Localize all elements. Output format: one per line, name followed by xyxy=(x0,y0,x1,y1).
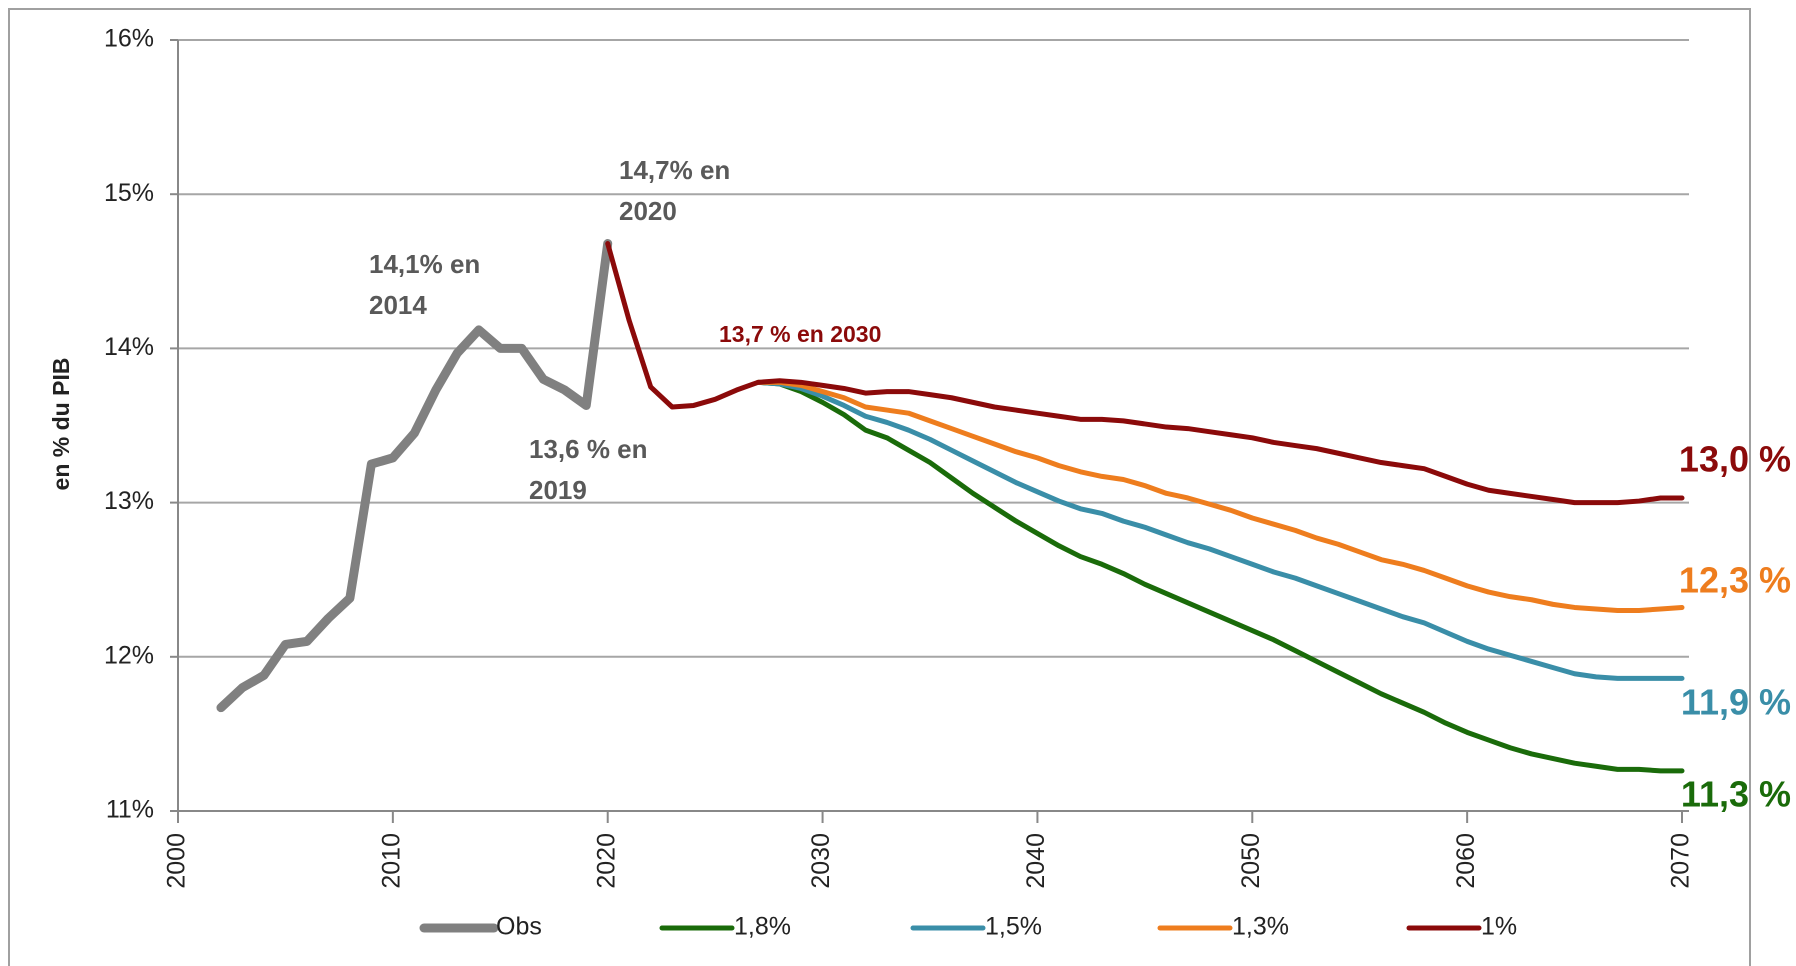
y-tick-label: 13% xyxy=(104,487,154,515)
y-axis-title: en % du PIB xyxy=(48,358,74,491)
annotation: 14,1% en xyxy=(369,249,480,279)
legend-label: 1% xyxy=(1481,913,1517,941)
annotation: 2020 xyxy=(619,196,677,226)
y-tick-label: 15% xyxy=(104,179,154,207)
annotation: 2014 xyxy=(369,290,427,320)
series-line xyxy=(755,379,1685,614)
y-tick-label: 12% xyxy=(104,641,154,669)
legend-label: 1,8% xyxy=(734,913,791,941)
series-line xyxy=(755,379,1685,774)
x-tick-label: 2040 xyxy=(1022,833,1050,889)
annotation: 13,6 % en xyxy=(529,434,648,464)
x-tick-label: 2020 xyxy=(592,833,620,889)
end-label: 11,9 % xyxy=(1681,682,1791,723)
x-tick-label: 2060 xyxy=(1452,833,1480,889)
annotation: 13,7 % en 2030 xyxy=(719,321,881,347)
legend-label: 1,5% xyxy=(985,913,1042,941)
legend-label: Obs xyxy=(496,913,542,941)
annotation: 14,7% en xyxy=(619,155,730,185)
end-label: 11,3 % xyxy=(1681,774,1791,815)
series-line xyxy=(755,379,1685,681)
x-tick-label: 2030 xyxy=(807,833,835,889)
series-line xyxy=(216,239,613,713)
y-tick-label: 14% xyxy=(104,333,154,361)
y-tick-label: 11% xyxy=(106,796,154,824)
x-tick-label: 2070 xyxy=(1667,833,1695,889)
x-tick-label: 2050 xyxy=(1237,833,1265,889)
annotation: 2019 xyxy=(529,475,587,505)
series-line xyxy=(605,241,1685,506)
legend-label: 1,3% xyxy=(1232,913,1289,941)
x-tick-label: 2000 xyxy=(163,833,191,889)
x-tick-label: 2010 xyxy=(377,833,405,889)
end-label: 12,3 % xyxy=(1679,560,1791,601)
chart-frame xyxy=(8,8,1751,966)
end-label: 13,0 % xyxy=(1679,439,1791,480)
y-tick-label: 16% xyxy=(104,25,154,53)
